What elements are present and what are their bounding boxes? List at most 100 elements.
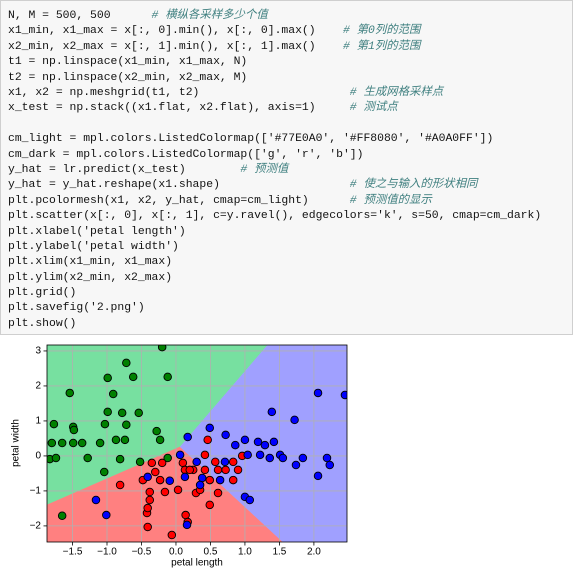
- code-line: plt.grid(): [8, 286, 541, 301]
- code: plt.ylabel('petal width'): [8, 240, 179, 253]
- point: [103, 373, 112, 383]
- code-line: plt.scatter(x[:, 0], x[:, 1], c=y.ravel(…: [8, 209, 541, 224]
- point: [51, 453, 61, 463]
- code-block: N, M = 500, 500 # 横纵各采样多少个值 x1_min, x1_ma…: [8, 9, 443, 117]
- code: plt.grid(): [8, 287, 77, 300]
- code: plt.xlim(x1_min, x1_max): [8, 256, 173, 269]
- code: N, M = 500, 500: [8, 10, 152, 22]
- code-block: cm_light = mpl.colors.ListedColormap(['#…: [8, 132, 541, 332]
- code-line: y_hat = y_hat.reshape(x1.shape) # 使之与输入的…: [8, 178, 541, 193]
- point: [122, 420, 131, 430]
- point: [231, 440, 240, 450]
- y-tick-label: 1: [35, 416, 41, 427]
- code: plt.scatter(x[:, 0], x[:, 1], c=y.ravel(…: [8, 210, 542, 223]
- code: cm_light = mpl.colors.ListedColormap(['#…: [8, 133, 494, 146]
- point: [120, 435, 130, 445]
- x-tick-label: −1.0: [97, 547, 117, 558]
- point: [228, 475, 238, 485]
- code-line: plt.ylim(x2_min, x2_max): [8, 271, 541, 286]
- point: [122, 358, 131, 368]
- chart: −1.5 −1.0 −0.5 0.0 0.5 1.0 1.5 2.0 −2 −1 0 1 2 3 peta…: [11, 344, 348, 569]
- point: [313, 388, 323, 398]
- code-line: plt.xlabel('petal length'): [8, 225, 541, 240]
- point: [57, 511, 67, 521]
- code-line: plt.savefig('2.png'): [8, 301, 541, 316]
- code: plt.ylim(x2_min, x2_max): [8, 271, 173, 284]
- x-tick-label: 2.0: [307, 547, 321, 558]
- code-line: t2 = np.linspace(x2_min, x2_max, M): [8, 71, 443, 86]
- point: [83, 453, 92, 463]
- code-line: plt.ylabel('petal width'): [8, 240, 541, 255]
- point: [157, 345, 167, 352]
- point: [213, 465, 223, 475]
- point: [128, 372, 138, 382]
- code-line: plt.pcolormesh(x1, x2, y_hat, cmap=cm_li…: [8, 194, 541, 209]
- point: [134, 408, 143, 418]
- y-tick-label: 2: [35, 381, 41, 392]
- point: [205, 500, 215, 510]
- point: [340, 390, 347, 400]
- comment: # 测试点: [349, 102, 398, 115]
- point: [152, 426, 161, 436]
- x-tick-label: −1.5: [63, 547, 83, 558]
- code: plt.pcolormesh(x1, x2, y_hat, cmap=cm_li…: [8, 194, 350, 207]
- point: [192, 457, 201, 467]
- point: [103, 407, 112, 417]
- point: [269, 437, 279, 447]
- comment: # 预测值的显示: [349, 194, 432, 207]
- comment: # 使之与输入的形状相同: [349, 179, 478, 192]
- code-line: x1_min, x1_max = x[:, 0].min(), x[:, 0].…: [8, 24, 443, 39]
- code: plt.show(): [8, 317, 77, 330]
- point: [203, 435, 212, 445]
- point: [151, 467, 160, 477]
- point: [91, 495, 101, 505]
- point: [115, 454, 125, 464]
- point: [197, 473, 207, 483]
- point: [147, 458, 157, 468]
- point: [182, 520, 192, 530]
- point: [100, 419, 110, 429]
- point: [167, 530, 177, 540]
- code-line: x_test = np.stack((x1.flat, x2.flat), ax…: [8, 101, 443, 116]
- comment: # 横纵各采样多少个值: [151, 10, 268, 22]
- comment: # 第0列的范围: [342, 25, 421, 38]
- point: [102, 510, 111, 520]
- x-tick-label: 0.0: [169, 547, 183, 558]
- point: [213, 488, 223, 498]
- point: [221, 430, 230, 440]
- point: [115, 480, 125, 490]
- point: [178, 458, 188, 468]
- point: [291, 460, 301, 470]
- point: [200, 450, 210, 460]
- point: [145, 487, 155, 497]
- code: plt.xlabel('petal length'): [8, 225, 186, 238]
- point: [233, 465, 243, 475]
- code: y_hat = y_hat.reshape(x1.shape): [8, 179, 350, 192]
- point: [155, 475, 165, 485]
- x-tick-label: 1.0: [238, 547, 252, 558]
- point: [215, 475, 225, 485]
- point: [180, 472, 190, 482]
- point: [143, 503, 152, 513]
- point: [221, 465, 230, 475]
- point: [163, 453, 172, 463]
- point: [173, 485, 183, 495]
- point: [157, 458, 167, 468]
- x-tick-label: 1.5: [272, 547, 286, 558]
- point: [195, 480, 205, 490]
- code-line: cm_light = mpl.colors.ListedColormap(['#…: [8, 132, 541, 147]
- comment: # 生成网格采样点: [349, 86, 444, 99]
- y-tick-label: 0: [35, 451, 41, 462]
- point: [313, 471, 323, 481]
- point: [181, 510, 190, 520]
- point: [47, 438, 57, 448]
- code-line: plt.xlim(x1_min, x1_max): [8, 255, 541, 270]
- x-tick-label: −0.5: [132, 547, 152, 558]
- code-line: N, M = 500, 500 # 横纵各采样多少个值: [8, 9, 443, 24]
- point: [325, 460, 335, 470]
- point: [57, 438, 67, 448]
- point: [49, 419, 59, 429]
- code-line: x1, x2 = np.meshgrid(t1, t2) # 生成网格采样点: [8, 86, 443, 101]
- point: [245, 495, 255, 505]
